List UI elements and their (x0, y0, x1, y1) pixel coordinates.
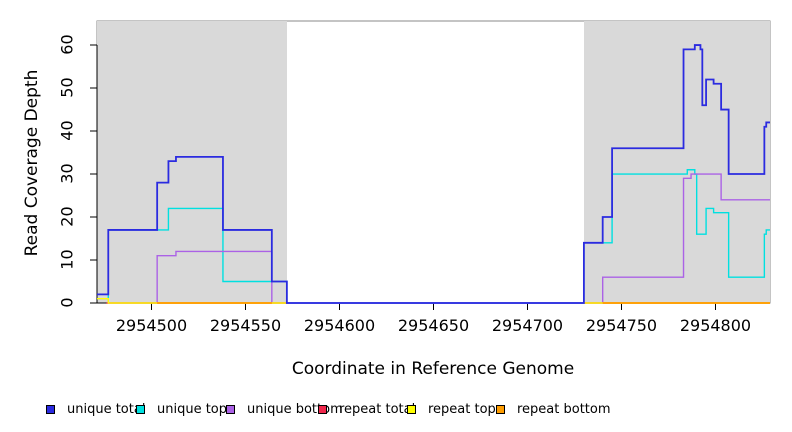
y-tick-label: 20 (57, 206, 77, 227)
legend-label: unique top (157, 401, 228, 417)
x-axis-label: Coordinate in Reference Genome (291, 359, 575, 379)
legend-label: repeat total (339, 401, 416, 417)
legend-item-repeat-top: repeat top (407, 399, 496, 419)
x-tick-label: 2954600 (303, 316, 376, 335)
y-tick-label: 60 (57, 34, 77, 55)
legend-label: repeat top (428, 401, 496, 417)
x-tick-label: 2954750 (585, 316, 658, 335)
legend-item-repeat-bottom: repeat bottom (496, 399, 611, 419)
legend-item-unique-total: unique total (46, 399, 145, 419)
legend-item-repeat-total: repeat total (318, 399, 415, 419)
y-tick-label: 30 (57, 163, 77, 184)
legend-label: unique total (67, 401, 146, 417)
y-tick-label: 40 (57, 120, 77, 141)
legend-swatch-unique-bottom (226, 404, 235, 414)
legend-swatch-unique-total (46, 404, 55, 414)
y-tick-label: 0 (57, 297, 77, 308)
y-axis-label: Read Coverage Depth (22, 69, 42, 257)
x-tick-label: 2954500 (115, 316, 188, 335)
legend-swatch-repeat-top (407, 404, 416, 414)
legend-swatch-unique-top (136, 404, 145, 414)
legend-swatch-repeat-total (318, 404, 327, 414)
x-tick-label: 2954700 (491, 316, 564, 335)
legend-label: repeat bottom (517, 401, 611, 417)
y-tick-label: 50 (57, 77, 77, 98)
y-tick-label: 10 (57, 249, 77, 270)
x-tick-label: 2954550 (209, 316, 282, 335)
legend-swatch-repeat-bottom (496, 404, 505, 414)
legend-item-unique-top: unique top (136, 399, 227, 419)
legend: unique total unique top unique bottom re… (0, 399, 792, 421)
x-tick-label: 2954800 (679, 316, 752, 335)
x-tick-label: 2954650 (397, 316, 470, 335)
